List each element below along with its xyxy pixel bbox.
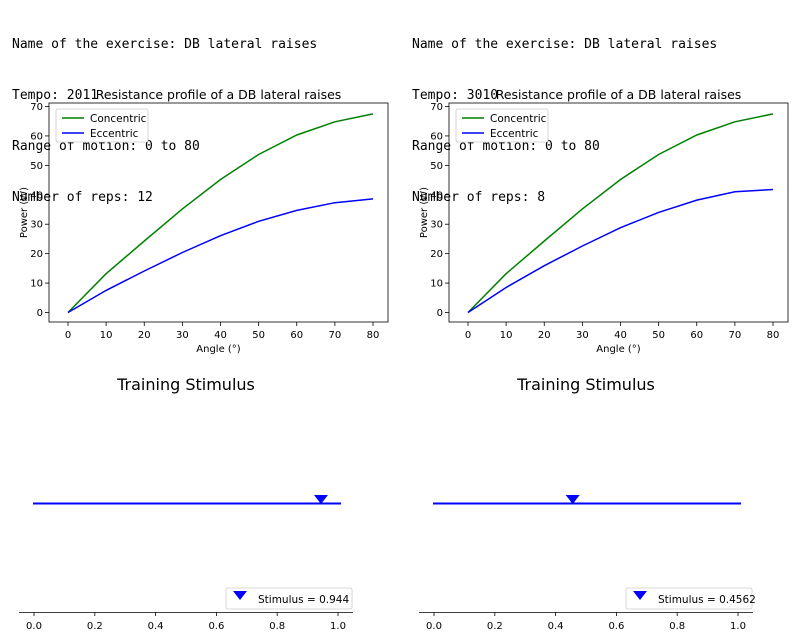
y-tick-label: 10 xyxy=(30,279,43,290)
chart-title: Resistance profile of a DB lateral raise… xyxy=(96,87,342,102)
exercise-name-line: Name of the exercise: DB lateral raises xyxy=(12,37,318,52)
legend-label: Concentric xyxy=(490,113,547,125)
x-tick-label: 30 xyxy=(576,330,589,341)
legend-marker xyxy=(233,591,247,600)
x-tick-label: 1.0 xyxy=(330,621,346,632)
x-tick-label: 0.4 xyxy=(548,621,564,632)
training-stimulus-chart: Training Stimulus Stimulus = 0.4562 0.0 0.2… xyxy=(419,375,756,632)
x-tick-label: 70 xyxy=(329,330,342,341)
y-tick-label: 50 xyxy=(30,161,43,172)
x-tick-label: 0.4 xyxy=(148,621,164,632)
exercise-info: Name of the exercise: DB lateral raises … xyxy=(412,2,717,240)
chart-title: Training Stimulus xyxy=(116,375,255,394)
x-tick-label: 0.6 xyxy=(608,621,624,632)
legend-marker xyxy=(633,591,647,600)
training-stimulus-chart: Training Stimulus Stimulus = 0.944 0.0 0.2 0… xyxy=(19,375,353,632)
x-tick-label: 0.6 xyxy=(208,621,224,632)
legend-label: Eccentric xyxy=(90,128,139,140)
x-tick-label: 1.0 xyxy=(730,621,746,632)
x-tick-label: 30 xyxy=(176,330,189,341)
x-axis-label: Angle (°) xyxy=(196,344,241,355)
left-panel: Name of the exercise: DB lateral raises … xyxy=(0,0,400,637)
x-tick-label: 0.2 xyxy=(487,621,503,632)
plot-frame xyxy=(448,102,789,323)
y-tick-label: 30 xyxy=(430,220,443,231)
x-tick-label: 80 xyxy=(767,330,780,341)
range-of-motion-line: Range of motion: 0 to 80 xyxy=(12,139,200,154)
legend-label: Concentric xyxy=(90,113,147,125)
series-line-concentric xyxy=(467,113,774,314)
x-tick-label: 0.0 xyxy=(26,621,42,632)
exercise-name-line: Name of the exercise: DB lateral raises xyxy=(412,37,718,52)
y-tick-label: 50 xyxy=(430,161,443,172)
legend-label: Stimulus = 0.944 xyxy=(258,594,349,606)
chart-title: Resistance profile of a DB lateral raise… xyxy=(496,87,742,102)
x-tick-label: 80 xyxy=(367,330,380,341)
y-tick-label: 10 xyxy=(430,279,443,290)
x-tick-label: 0.2 xyxy=(87,621,103,632)
series-line-concentric xyxy=(67,113,374,314)
x-tick-label: 0.0 xyxy=(426,621,442,632)
y-tick-label: 70 xyxy=(430,102,443,113)
reps-line: Number of reps: 8 xyxy=(412,190,546,205)
y-tick-label: 70 xyxy=(30,102,43,113)
tempo-line: Tempo: 3010 xyxy=(412,88,499,103)
tempo-line: Tempo: 2011 xyxy=(12,88,99,103)
x-tick-label: 50 xyxy=(252,330,265,341)
x-tick-label: 60 xyxy=(690,330,703,341)
x-tick-label: 0.8 xyxy=(269,621,285,632)
x-axis-label: Angle (°) xyxy=(596,344,641,355)
x-tick-label: 20 xyxy=(138,330,151,341)
y-axis-label: Power (W) xyxy=(19,187,30,238)
x-tick-label: 0 xyxy=(65,330,71,341)
plot-frame xyxy=(48,102,389,323)
y-tick-label: 0 xyxy=(37,308,43,319)
x-tick-label: 10 xyxy=(500,330,513,341)
x-tick-label: 10 xyxy=(100,330,113,341)
x-tick-label: 40 xyxy=(214,330,227,341)
resistance-profile-chart: Resistance profile of a DB lateral raise… xyxy=(419,87,789,355)
x-tick-label: 20 xyxy=(538,330,551,341)
resistance-profile-chart: Resistance profile of a DB lateral raise… xyxy=(19,87,389,355)
stimulus-marker xyxy=(565,495,580,504)
x-tick-label: 50 xyxy=(652,330,665,341)
right-panel: Name of the exercise: DB lateral raises … xyxy=(400,0,800,637)
y-tick-label: 30 xyxy=(30,220,43,231)
x-tick-label: 40 xyxy=(614,330,627,341)
legend-label: Stimulus = 0.4562 xyxy=(658,594,756,606)
stimulus-marker xyxy=(313,495,328,504)
y-tick-label: 40 xyxy=(430,190,443,201)
range-of-motion-line: Range of motion: 0 to 80 xyxy=(412,139,600,154)
x-tick-label: 0.8 xyxy=(669,621,685,632)
y-tick-label: 60 xyxy=(30,131,43,142)
chart-title: Training Stimulus xyxy=(516,375,655,394)
exercise-info: Name of the exercise: DB lateral raises … xyxy=(12,2,317,240)
y-tick-label: 20 xyxy=(430,249,443,260)
y-tick-label: 0 xyxy=(437,308,443,319)
series-line-eccentric xyxy=(467,188,774,314)
x-tick-label: 70 xyxy=(729,330,742,341)
x-tick-label: 0 xyxy=(465,330,471,341)
y-tick-label: 60 xyxy=(430,131,443,142)
reps-line: Number of reps: 12 xyxy=(12,190,153,205)
y-axis-label: Power (W) xyxy=(419,187,430,238)
legend-box xyxy=(225,587,353,610)
legend-label: Eccentric xyxy=(490,128,539,140)
y-tick-label: 40 xyxy=(30,190,43,201)
series-line-eccentric xyxy=(67,198,374,314)
y-tick-label: 20 xyxy=(30,249,43,260)
x-tick-label: 60 xyxy=(290,330,303,341)
legend-box xyxy=(625,587,753,610)
